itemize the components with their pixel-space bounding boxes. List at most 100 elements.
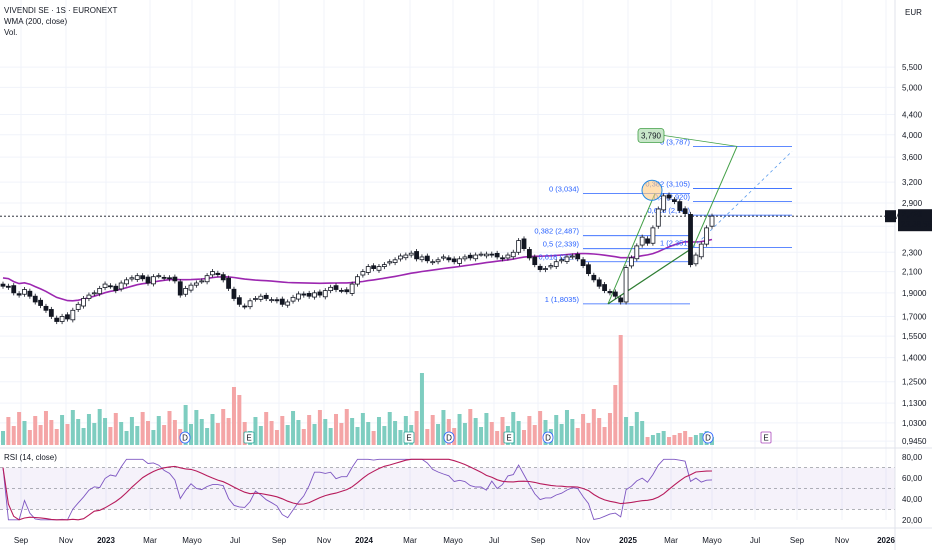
candle-body <box>338 289 344 292</box>
volume-marker-label: E <box>406 434 411 443</box>
candle-body <box>473 254 479 260</box>
candle-body <box>596 279 602 287</box>
volume-bar <box>328 428 333 445</box>
candle-body <box>129 277 135 280</box>
volume-bar <box>559 424 564 445</box>
volume-bar <box>156 416 161 445</box>
volume-bar <box>237 395 242 445</box>
volume-bar <box>693 435 698 445</box>
price-axis[interactable]: 5,5005,0004,4004,0003,6003,2002,9002,600… <box>885 63 932 525</box>
price-tag-value: 2,726 <box>902 210 923 219</box>
candle-body <box>516 240 522 253</box>
volume-bar <box>554 415 559 445</box>
time-tick-label: Jul <box>750 536 760 545</box>
candle-body <box>16 293 22 296</box>
candle-body <box>145 276 151 284</box>
volume-bar <box>221 409 226 445</box>
candle-body <box>650 227 656 244</box>
volume-marker-box <box>503 431 515 444</box>
time-axis[interactable]: Sep Nov 2023 Mar Mayo Jul Sep Nov 2024 Mar Mayo Jul… <box>14 536 896 545</box>
ticker-tag-text: VIV <box>886 212 900 221</box>
time-tick-label: Sep <box>14 536 29 545</box>
volume-bar <box>516 421 521 445</box>
candle-body <box>532 256 538 266</box>
volume-bar <box>468 409 473 445</box>
price-tick-label: 1,9000 <box>902 289 927 298</box>
rsi-tick-label: 20,00 <box>902 516 923 525</box>
volume-marker-box <box>443 431 455 444</box>
candle-body <box>274 299 280 302</box>
candle-body <box>140 275 146 280</box>
volume-bar <box>532 425 537 445</box>
wma-legend[interactable]: WMA (200, close) <box>4 17 68 26</box>
candle-body <box>457 258 462 264</box>
volume-marker-label: D <box>545 434 551 443</box>
candle-body <box>682 208 688 214</box>
time-tick-label: Mayo <box>443 536 463 545</box>
volume-bar <box>253 417 258 445</box>
volume-bar <box>425 429 430 445</box>
volume-bar <box>285 425 290 445</box>
volume-bar <box>301 429 306 445</box>
volume-bar <box>564 410 569 445</box>
time-tick-label: Sep <box>272 536 287 545</box>
volume-bar <box>667 437 672 445</box>
candle-body <box>333 285 339 290</box>
price-tick-label: 2,100 <box>902 268 923 277</box>
rsi-legend[interactable]: RSI (14, close) <box>4 453 57 462</box>
volume-marker-box <box>542 431 554 444</box>
volume-bar <box>312 424 317 445</box>
volume-bar <box>479 427 484 445</box>
rsi-tick-label: 60,00 <box>902 474 923 483</box>
volume-bar <box>264 412 269 445</box>
fib-ext-label: 1 (2,351) <box>660 239 691 248</box>
fib-level-label: 0,5 (2,339) <box>543 240 580 249</box>
candle-body <box>236 297 242 305</box>
candlestick-series[interactable] <box>0 192 715 325</box>
candle-body <box>510 251 516 258</box>
candle-body <box>569 255 575 258</box>
candle-body <box>526 249 532 259</box>
volume-bar <box>624 417 629 445</box>
volume-bar <box>172 420 177 445</box>
candle-body <box>231 288 237 299</box>
volume-bar <box>366 422 371 445</box>
candle-body <box>392 259 398 263</box>
target-label: 3,790 <box>641 132 662 141</box>
volume-bar <box>672 435 677 445</box>
candle-body <box>607 291 613 294</box>
candle-body <box>408 252 414 256</box>
candle-body <box>629 257 634 267</box>
volume-bar <box>344 409 349 445</box>
candle-body <box>505 254 511 259</box>
price-tick-label: 2,300 <box>902 248 923 257</box>
time-tick-label: 2025 <box>619 536 637 545</box>
volume-bar <box>570 419 575 445</box>
candle-body <box>301 293 307 296</box>
volume-legend[interactable]: Vol. <box>4 28 18 37</box>
volume-bar <box>22 421 27 445</box>
candle-body <box>704 227 710 245</box>
highlight-circle <box>641 179 663 201</box>
volume-bar <box>183 405 188 445</box>
candle-body <box>188 284 194 291</box>
candle-body <box>494 252 500 258</box>
volume-bar <box>291 411 296 445</box>
volume-bar <box>699 433 704 445</box>
volume-bar <box>323 419 328 445</box>
volume-bar <box>634 412 639 445</box>
candle-body <box>365 266 371 273</box>
time-tick-label: Mar <box>403 536 417 545</box>
fibonacci-drawings[interactable]: 0 (3,034) 0,382 (2,487) 0,5 (2,339) 0,618 (… <box>534 128 793 305</box>
volume-bar <box>97 409 102 445</box>
volume-bar <box>629 426 634 445</box>
candle-body <box>500 257 505 260</box>
currency-label[interactable]: EUR <box>905 8 922 17</box>
candle-body <box>612 291 618 297</box>
price-tick-label: 1,2500 <box>902 378 927 387</box>
volume-bar <box>489 422 494 445</box>
candle-body <box>602 284 607 292</box>
volume-bar <box>527 416 532 445</box>
